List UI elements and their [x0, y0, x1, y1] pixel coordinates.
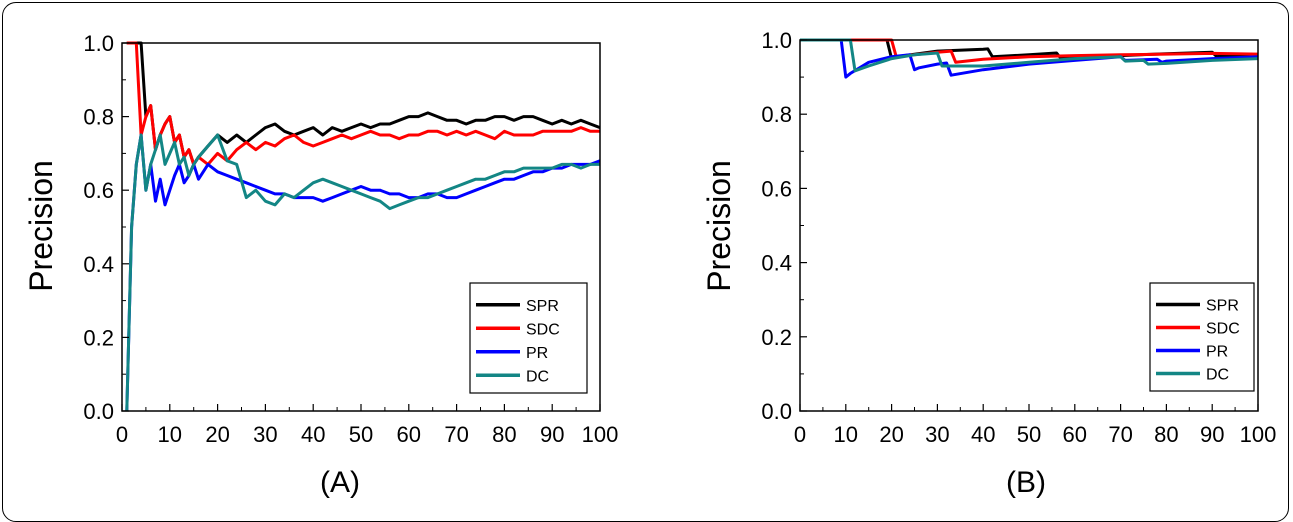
- x-tick-label: 60: [1063, 422, 1087, 447]
- legend-label: SPR: [1206, 298, 1239, 315]
- x-tick-label: 100: [1240, 422, 1277, 447]
- x-tick-label: 80: [1154, 422, 1178, 447]
- x-tick-label: 0: [116, 422, 128, 447]
- panel-label: (A): [320, 466, 360, 499]
- series-line-pr: [800, 38, 1259, 79]
- ticks-a: 0 10 20 30 40 50 60 70 80 90 100 0.0 0.2 0.4 0.6 0.8 1.0: [83, 31, 618, 447]
- series-line-spr: [126, 41, 601, 166]
- legend-label: SDC: [1206, 321, 1240, 338]
- x-tick-label: 50: [349, 422, 373, 447]
- legend-label: SDC: [526, 321, 560, 338]
- y-tick-label: 1.0: [761, 28, 792, 53]
- x-tick-label: 10: [834, 422, 858, 447]
- x-tick-label: 100: [582, 422, 619, 447]
- ticks-b: 0 10 20 30 40 50 60 70 80 90 100 0.0 0.2 0.4 0.6 0.8 1.0: [761, 28, 1276, 447]
- legend-b: SPR SDC PR DC: [1149, 282, 1255, 392]
- x-tick-label: 90: [1200, 422, 1224, 447]
- panel-b: 0 10 20 30 40 50 60 70 80 90 100 0.0 0.2 0.4 0.6 0.8 1.0…: [701, 28, 1276, 499]
- x-tick-label: 80: [492, 422, 516, 447]
- legend-label: DC: [1206, 367, 1229, 384]
- series-layer-a: [125, 41, 601, 412]
- x-tick-label: 90: [540, 422, 564, 447]
- x-tick-label: 30: [253, 422, 277, 447]
- y-tick-label: 0.8: [761, 102, 792, 127]
- x-tick-label: 20: [879, 422, 903, 447]
- x-tick-label: 20: [205, 422, 229, 447]
- legend-a: SPR SDC PR DC: [469, 282, 588, 394]
- y-tick-label: 0.6: [83, 178, 114, 203]
- y-tick-label: 0.2: [83, 325, 114, 350]
- y-tick-label: 0.4: [761, 251, 792, 276]
- y-tick-label: 0.4: [83, 252, 114, 277]
- y-axis-title: Precision: [23, 160, 59, 292]
- panel-a: 0 10 20 30 40 50 60 70 80 90 100 0.0 0.2 0.4 0.6 0.8 1.0…: [23, 31, 618, 499]
- y-tick-label: 0.8: [83, 105, 114, 130]
- x-tick-label: 70: [1108, 422, 1132, 447]
- x-tick-label: 0: [794, 422, 806, 447]
- series-line-pr: [125, 133, 601, 412]
- figure-svg: 0 10 20 30 40 50 60 70 80 90 1000.00.20.40.60.81.0…: [23, 28, 1276, 499]
- x-tick-label: 40: [971, 422, 995, 447]
- series-line-sdc: [126, 41, 600, 166]
- y-tick-label: 0.2: [761, 325, 792, 350]
- legend-label: DC: [526, 368, 549, 385]
- series-line-dc: [800, 38, 1259, 73]
- y-tick-label: 0.0: [761, 399, 792, 424]
- x-tick-label: 10: [158, 422, 182, 447]
- y-tick-label: 0.0: [83, 399, 114, 424]
- x-tick-label: 60: [397, 422, 421, 447]
- legend-label: PR: [526, 345, 548, 362]
- x-tick-label: 30: [925, 422, 949, 447]
- x-tick-label: 70: [444, 422, 468, 447]
- legend-label: SPR: [526, 298, 559, 315]
- x-tick-label: 50: [1017, 422, 1041, 447]
- y-tick-label: 1.0: [83, 31, 114, 56]
- panel-label: (B): [1006, 466, 1046, 499]
- y-tick-label: 0.6: [761, 176, 792, 201]
- x-tick-label: 40: [301, 422, 325, 447]
- series-layer-b: [800, 38, 1259, 79]
- legend-label: PR: [1206, 344, 1228, 361]
- series-line-dc: [125, 133, 600, 412]
- y-axis-title: Precision: [701, 160, 737, 292]
